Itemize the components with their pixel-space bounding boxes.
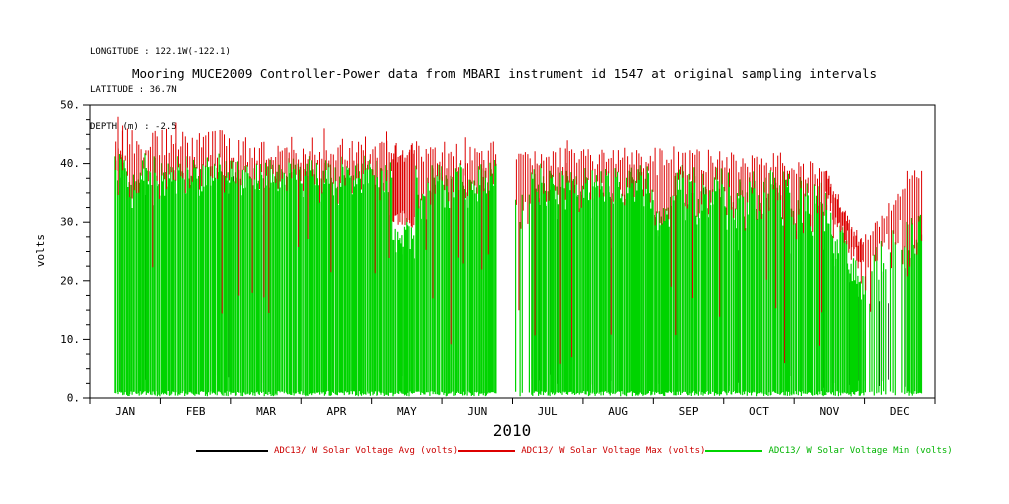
x-month-label: APR	[327, 405, 347, 418]
axes: 0. 10. 20. 30. 40. 50. JAN FEB MAR APR MAY JUN JUL AU…	[60, 99, 936, 418]
legend-item-max: ADC13/ W Solar Voltage Max (volts)	[458, 446, 705, 456]
x-month-label: OCT	[749, 405, 769, 418]
legend-item-avg: ADC13/ W Solar Voltage Avg (volts)	[196, 446, 458, 456]
y-tick-label: 40.	[60, 157, 80, 170]
x-axis-year-label: 2010	[492, 421, 532, 440]
longitude-label: LONGITUDE : 122.1W(-122.1)	[90, 47, 231, 57]
x-month-label: JAN	[115, 405, 135, 418]
chart-title: Mooring MUCE2009 Controller-Power data f…	[131, 66, 878, 81]
series-min-path	[114, 153, 923, 397]
min-line-sample	[705, 450, 763, 452]
x-month-label: SEP	[679, 405, 699, 418]
y-tick-label: 10.	[60, 333, 80, 346]
x-month-label: NOV	[819, 405, 839, 418]
y-tick-label: 20.	[60, 274, 80, 287]
y-tick-label: 0.	[67, 392, 80, 405]
avg-legend-label: ADC13/ W Solar Voltage Avg (volts)	[274, 446, 459, 456]
depth-label: DEPTH (m) : -2.5	[90, 122, 177, 132]
x-month-label: MAY	[397, 405, 417, 418]
avg-line-sample	[196, 450, 268, 452]
max-legend-label: ADC13/ W Solar Voltage Max (volts)	[521, 446, 706, 456]
legend: ADC13/ W Solar Voltage Avg (volts) ADC13/…	[196, 446, 953, 456]
x-month-label: JUN	[467, 405, 487, 418]
series-max-path	[115, 116, 923, 364]
max-line-sample	[458, 450, 516, 452]
station-metadata: LONGITUDE : 122.1W(-122.1) LATITUDE : 36…	[90, 21, 231, 159]
x-month-label: DEC	[890, 405, 910, 418]
min-legend-label: ADC13/ W Solar Voltage Min (volts)	[768, 446, 953, 456]
legend-item-min: ADC13/ W Solar Voltage Min (volts)	[705, 446, 953, 456]
x-month-label: AUG	[608, 405, 628, 418]
x-month-label: JUL	[538, 405, 558, 418]
latitude-label: LATITUDE : 36.7N	[90, 84, 177, 95]
data-series	[114, 116, 923, 397]
x-month-label: FEB	[186, 405, 206, 418]
y-tick-label: 30.	[60, 216, 80, 229]
x-month-label: MAR	[256, 405, 276, 418]
y-tick-label: 50.	[60, 99, 80, 112]
